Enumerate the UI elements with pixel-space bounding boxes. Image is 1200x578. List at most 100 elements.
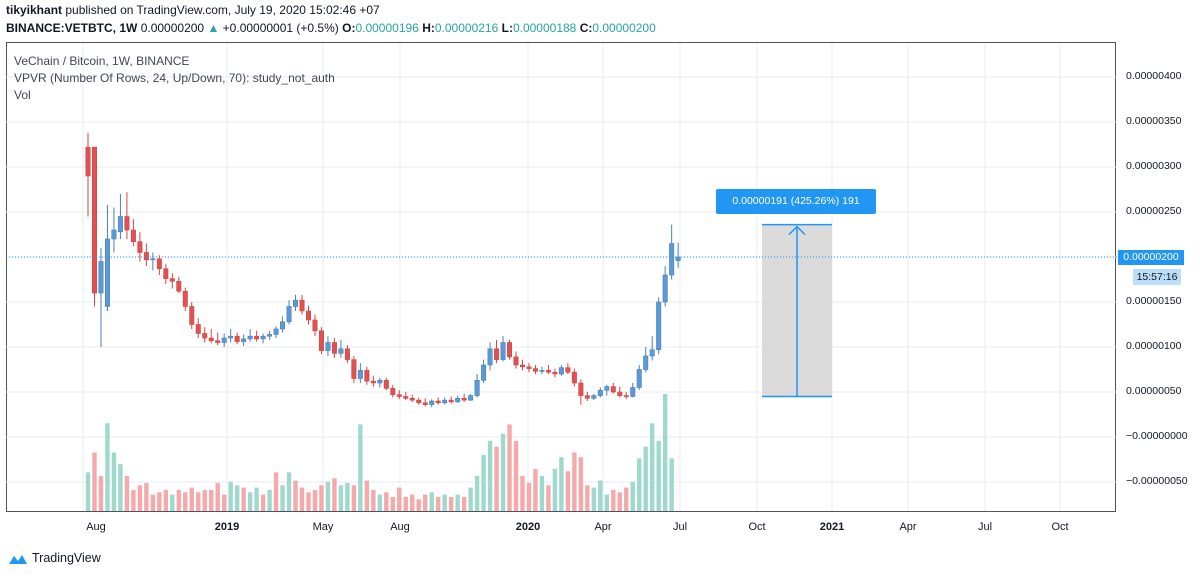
brand-name: TradingView — [32, 551, 101, 565]
candle-body — [604, 386, 610, 391]
candle-body — [176, 280, 182, 292]
volume-bar — [611, 489, 616, 511]
volume-bar — [170, 494, 175, 511]
candle-body — [318, 330, 324, 351]
volume-bar — [286, 472, 292, 511]
candle-body — [461, 397, 467, 401]
volume-bar — [643, 446, 648, 511]
volume-bar — [280, 485, 285, 511]
time-tick-label: Aug — [86, 521, 106, 533]
candle-body — [305, 310, 311, 321]
volume-bar — [196, 492, 201, 511]
volume-bar — [455, 494, 460, 511]
candle-body — [487, 348, 493, 366]
time-tick-label: 2020 — [515, 521, 541, 533]
legend-vpvr[interactable]: VPVR (Number Of Rows, 24, Up/Down, 70): … — [14, 71, 335, 85]
measure-label[interactable]: 0.00000191 (425.26%) 191 — [716, 189, 876, 214]
volume-bar — [144, 482, 149, 511]
volume-bar — [358, 424, 363, 511]
candle-body — [338, 348, 344, 354]
candle-body — [286, 306, 292, 323]
volume-bar — [273, 472, 279, 511]
candle-body — [150, 258, 156, 261]
volume-bar — [189, 487, 194, 511]
candle-body — [584, 395, 590, 399]
volume-bar — [351, 485, 357, 511]
volume-bar — [299, 487, 305, 511]
time-tick-label: May — [312, 521, 334, 533]
candle-body — [351, 359, 357, 379]
volume-bar — [131, 489, 136, 511]
price-tick-label: 0.00000050 — [1126, 385, 1182, 397]
symbol-info-bar: BINANCE:VETBTC, 1W 0.00000200 ▲ +0.00000… — [6, 21, 656, 35]
tradingview-logo-icon — [9, 554, 27, 564]
symbol-name[interactable]: BINANCE:VETBTC, — [6, 21, 116, 35]
candle-body — [532, 368, 538, 372]
volume-bar — [137, 485, 143, 511]
candle-body — [111, 229, 117, 240]
open-value: 0.00000196 — [355, 21, 419, 35]
candle-body — [364, 370, 370, 382]
volume-bar — [526, 482, 532, 511]
candle-body — [267, 334, 273, 337]
candle-body — [591, 395, 597, 399]
volume-bar — [247, 492, 253, 511]
tradingview-brand[interactable]: TradingView — [8, 551, 101, 565]
volume-bar — [552, 468, 558, 511]
candle-body — [578, 382, 584, 396]
candle-body — [280, 321, 286, 330]
volume-bar — [403, 496, 408, 511]
candle-body — [565, 367, 571, 373]
volume-bar — [500, 433, 506, 511]
volume-bar — [637, 458, 642, 511]
volume-bar — [364, 480, 370, 511]
candle-body — [545, 370, 551, 373]
candle-body — [247, 335, 253, 340]
candle-body — [669, 243, 675, 276]
candle-body — [91, 146, 97, 294]
volume-bar — [604, 494, 609, 511]
candle-body — [643, 355, 649, 370]
volume-bar — [565, 471, 571, 511]
volume-bar — [371, 489, 376, 511]
candle-body — [130, 229, 136, 242]
volume-bar — [481, 454, 486, 511]
author-name[interactable]: tikyikhant — [6, 3, 63, 17]
volume-bar — [306, 492, 311, 511]
candle-body — [377, 379, 383, 384]
candle-body — [104, 238, 110, 307]
volume-bar — [468, 487, 473, 511]
candle-body — [117, 216, 123, 233]
legend-symbol[interactable]: VeChain / Bitcoin, 1W, BINANCE — [14, 54, 190, 68]
candle-body — [468, 395, 474, 401]
candle-body — [416, 399, 422, 404]
candle-body — [429, 400, 435, 405]
interval: 1W — [119, 21, 138, 35]
chart-pane[interactable] — [6, 42, 1116, 512]
candle-body — [617, 391, 623, 396]
candle-body — [208, 337, 214, 342]
legend-volume[interactable]: Vol — [14, 88, 31, 102]
volume-bar — [423, 494, 428, 511]
volume-bar — [228, 481, 233, 511]
volume-bar — [487, 440, 493, 511]
candle-body — [221, 337, 227, 343]
candle-body — [293, 299, 299, 307]
candle-body — [169, 278, 175, 282]
candle-body — [312, 319, 318, 332]
candle-body — [189, 306, 195, 325]
volume-bar — [111, 452, 117, 511]
volume-bar — [118, 464, 123, 511]
volume-bar — [630, 481, 635, 511]
volume-bar — [617, 492, 622, 511]
candle-body — [507, 342, 513, 358]
volume-bar — [319, 485, 324, 511]
volume-bar — [461, 496, 467, 511]
price-tick-label: 0.00000150 — [1126, 295, 1182, 307]
candle-body — [662, 274, 668, 303]
candle-body — [623, 395, 629, 397]
volume-bar — [572, 452, 577, 511]
volume-bar — [669, 458, 674, 511]
candle-body — [513, 356, 519, 366]
